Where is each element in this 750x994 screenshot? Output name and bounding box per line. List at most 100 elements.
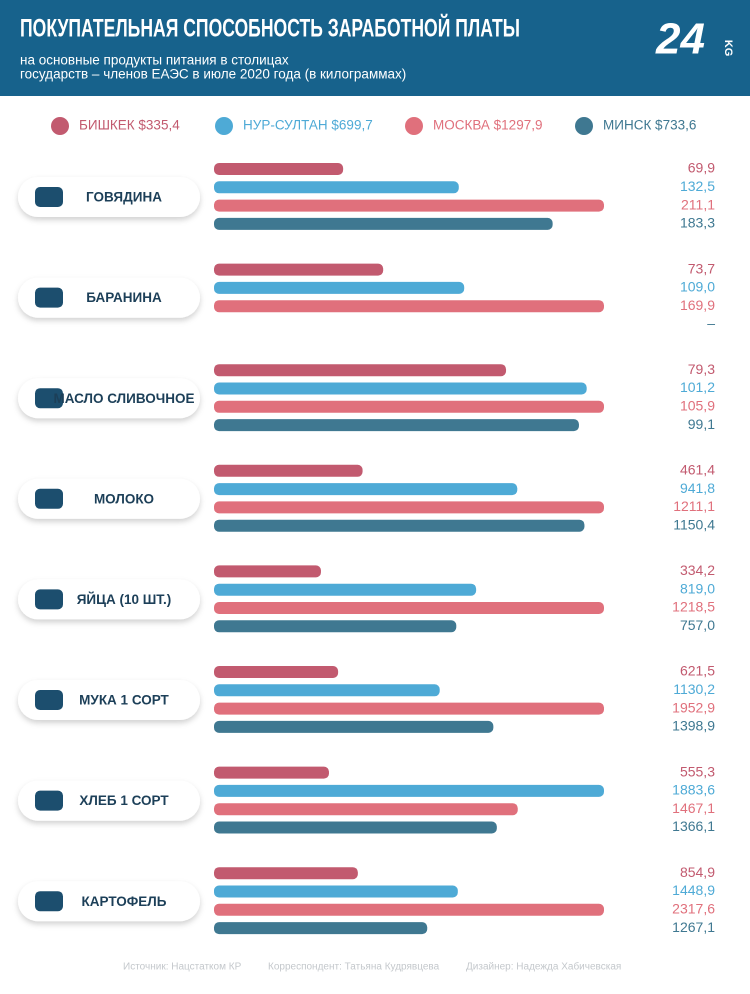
legend-label: МИНСК $733,6	[603, 118, 696, 133]
value-label: 819,0	[680, 580, 715, 596]
footer-text: Дизайнер: Надежда Хабичевская	[466, 961, 621, 973]
value-label: 73,7	[688, 260, 715, 276]
value-label: 99,1	[688, 416, 715, 432]
value-label: 1467,1	[672, 800, 715, 816]
category-pill	[18, 881, 200, 922]
value-label: 757,0	[680, 617, 715, 633]
category-pill	[18, 177, 200, 217]
value-label: 109,0	[680, 279, 715, 295]
value-label: 2317,6	[672, 901, 715, 917]
category-label: МОЛОКО	[94, 491, 154, 506]
value-label: 334,2	[680, 562, 715, 578]
category-label: ГОВЯДИНА	[86, 190, 162, 205]
bar	[214, 702, 604, 715]
bar	[214, 821, 497, 834]
category-pill	[18, 277, 200, 318]
value-label: 461,4	[680, 462, 715, 478]
footer-text: Источник: Нацстатком КР	[123, 962, 242, 973]
bar	[214, 483, 518, 496]
value-label: 183,3	[680, 215, 715, 231]
bar	[214, 181, 459, 194]
chart: БИШКЕК $335,4 НУР-СУЛТАН $699,7 МОСКВА $12…	[18, 117, 715, 973]
value-label: 1398,9	[672, 718, 715, 734]
bar	[214, 867, 358, 880]
value-label: 1218,5	[672, 599, 715, 615]
value-label: –	[707, 315, 715, 331]
category-icon	[35, 589, 63, 610]
bar	[214, 903, 604, 916]
legend-dot	[405, 117, 423, 135]
value-label: 621,5	[680, 663, 715, 679]
category-label: МУКА 1 СОРТ	[79, 693, 169, 708]
bar	[214, 400, 604, 413]
category-label: ХЛЕБ 1 СОРТ	[79, 793, 169, 808]
category-label: КАРТОФЕЛЬ	[82, 894, 167, 909]
legend-label: МОСКВА $1297,9	[433, 118, 542, 133]
category-label: МАСЛО СЛИВОЧНОЕ	[53, 391, 194, 406]
value-label: 1448,9	[672, 882, 715, 898]
bar	[214, 364, 507, 377]
category-pill	[18, 579, 200, 620]
bar	[214, 784, 604, 797]
category-icon	[35, 287, 63, 308]
category-pill	[18, 478, 200, 519]
category-icon	[35, 388, 63, 409]
bar	[214, 720, 494, 733]
legend-label: НУР-СУЛТАН $699,7	[243, 118, 373, 133]
value-label: 854,9	[680, 864, 715, 880]
value-label: 941,8	[680, 480, 715, 496]
bar	[214, 519, 585, 532]
category-label: БАРАНИНА	[86, 290, 162, 305]
value-label: 1130,2	[673, 681, 715, 697]
bar	[214, 885, 458, 898]
legend-label: БИШКЕК $335,4	[79, 118, 180, 133]
category-pill	[18, 378, 200, 419]
category-icon	[35, 187, 63, 207]
bar	[214, 199, 604, 212]
bar	[214, 263, 384, 276]
bar	[214, 419, 579, 432]
category-icon	[35, 488, 63, 509]
bar	[214, 281, 465, 294]
title: ПОКУПАТЕЛЬНАЯ СПОСОБНОСТЬ ЗАРАБОТНОЙ ПЛА…	[20, 13, 520, 43]
bar	[214, 922, 428, 935]
value-label: 555,3	[680, 763, 715, 779]
bar	[214, 163, 344, 175]
bar	[214, 501, 604, 514]
bar	[214, 300, 604, 313]
bar	[214, 620, 457, 633]
value-label: 1150,4	[673, 516, 715, 532]
value-label: 69,9	[688, 160, 715, 176]
legend-dot	[51, 117, 69, 135]
value-label: 169,9	[680, 297, 715, 313]
subtitle: государств – членов ЕАЭС в июле 2020 год…	[20, 67, 406, 82]
bar	[214, 803, 518, 816]
bar	[214, 217, 553, 230]
value-label: 1366,1	[672, 818, 715, 834]
category-icon	[35, 891, 63, 912]
value-label: 1883,6	[672, 782, 715, 798]
value-label: 1267,1	[672, 919, 715, 935]
bar	[214, 464, 363, 477]
value-label: 211,1	[681, 196, 715, 212]
legend-dot	[575, 117, 593, 135]
value-label: 105,9	[680, 398, 715, 414]
bar	[214, 602, 604, 614]
category-label: ЯЙЦА (10 ШТ.)	[77, 592, 172, 607]
bar	[214, 583, 477, 596]
value-label: 101,2	[680, 379, 715, 395]
logo: 24	[655, 15, 705, 64]
footer-text: Корреспондент: Татьяна Кудрявцева	[268, 962, 440, 973]
bar	[214, 684, 440, 697]
legend-dot	[215, 117, 233, 135]
category-pill	[18, 680, 200, 720]
category-icon	[35, 790, 63, 811]
bar	[214, 666, 339, 678]
value-label: 79,3	[688, 361, 715, 377]
header-bg	[0, 0, 750, 96]
subtitle: на основные продукты питания в столицах	[20, 53, 289, 68]
bar	[214, 766, 329, 779]
value-label: 1211,1	[673, 498, 715, 514]
logo-suffix: KG	[722, 40, 734, 57]
